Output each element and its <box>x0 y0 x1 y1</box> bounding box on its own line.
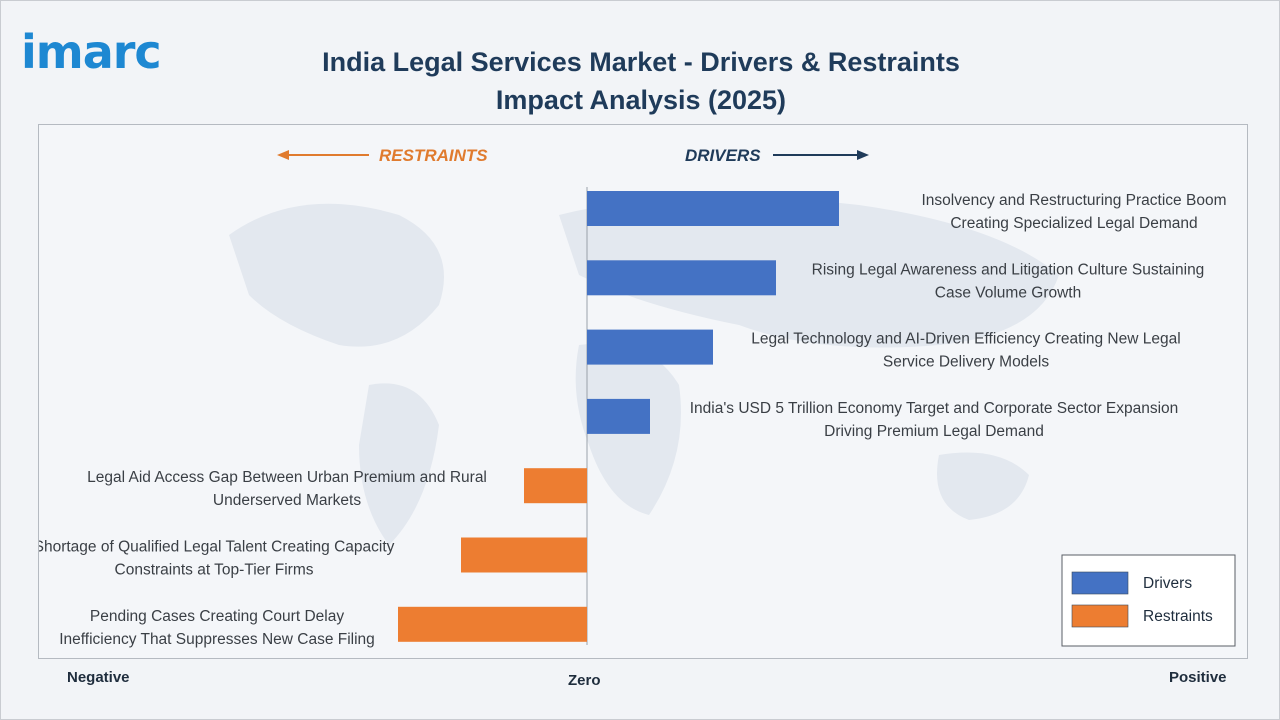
legend-box <box>1061 554 1236 647</box>
driver-label: Insolvency and Restructuring Practice Bo… <box>922 192 1227 209</box>
legend-label: Restraints <box>1143 608 1213 625</box>
map-shape-eurasia <box>559 197 1059 348</box>
imarc-logo: imarc <box>21 25 162 79</box>
map-shape-north-america <box>229 203 444 347</box>
restraints-arrow-head <box>277 150 289 160</box>
restraint-label: Constraints at Top-Tier Firms <box>115 562 314 579</box>
restraint-label: Pending Cases Creating Court Delay <box>90 608 344 625</box>
restraint-bar <box>524 468 587 504</box>
driver-label: India's USD 5 Trillion Economy Target an… <box>690 400 1179 417</box>
axis-label-positive: Positive <box>1169 669 1227 686</box>
chart-title: India Legal Services Market - Drivers & … <box>322 47 960 115</box>
plot-area: RESTRAINTS DRIVERS Insolvency and Restruct… <box>38 124 1248 659</box>
driver-label: Legal Technology and AI-Driven Efficienc… <box>751 331 1180 348</box>
map-shape-south-america <box>359 383 439 545</box>
chart-svg: RESTRAINTS DRIVERS Insolvency and Restruct… <box>39 146 1236 648</box>
drivers-header: DRIVERS <box>685 146 761 165</box>
driver-bar <box>587 329 713 365</box>
axis-label-negative: Negative <box>67 669 130 686</box>
driver-bar <box>587 260 776 296</box>
driver-label: Case Volume Growth <box>935 284 1081 301</box>
driver-label: Driving Premium Legal Demand <box>824 423 1044 440</box>
driver-bar <box>587 191 839 226</box>
legend-label: Drivers <box>1143 575 1192 592</box>
legend-swatch <box>1071 571 1129 595</box>
restraints-header: RESTRAINTS <box>379 146 488 165</box>
drivers-arrow-head <box>857 150 869 160</box>
restraint-label: Legal Aid Access Gap Between Urban Premi… <box>87 469 487 486</box>
driver-bar <box>587 398 650 434</box>
restraint-label: Inefficiency That Suppresses New Case Fi… <box>59 631 375 648</box>
driver-label: Service Delivery Models <box>883 354 1049 371</box>
legend-swatch <box>1071 604 1129 628</box>
map-shape-australia <box>937 452 1029 520</box>
restraint-label: Underserved Markets <box>213 492 361 509</box>
restraint-bar <box>398 606 587 642</box>
driver-label: Rising Legal Awareness and Litigation Cu… <box>812 261 1205 278</box>
restraint-label: Shortage of Qualified Legal Talent Creat… <box>39 539 395 556</box>
driver-label: Creating Specialized Legal Demand <box>950 215 1197 232</box>
restraint-bar <box>461 537 587 573</box>
axis-label-zero: Zero <box>568 672 601 689</box>
